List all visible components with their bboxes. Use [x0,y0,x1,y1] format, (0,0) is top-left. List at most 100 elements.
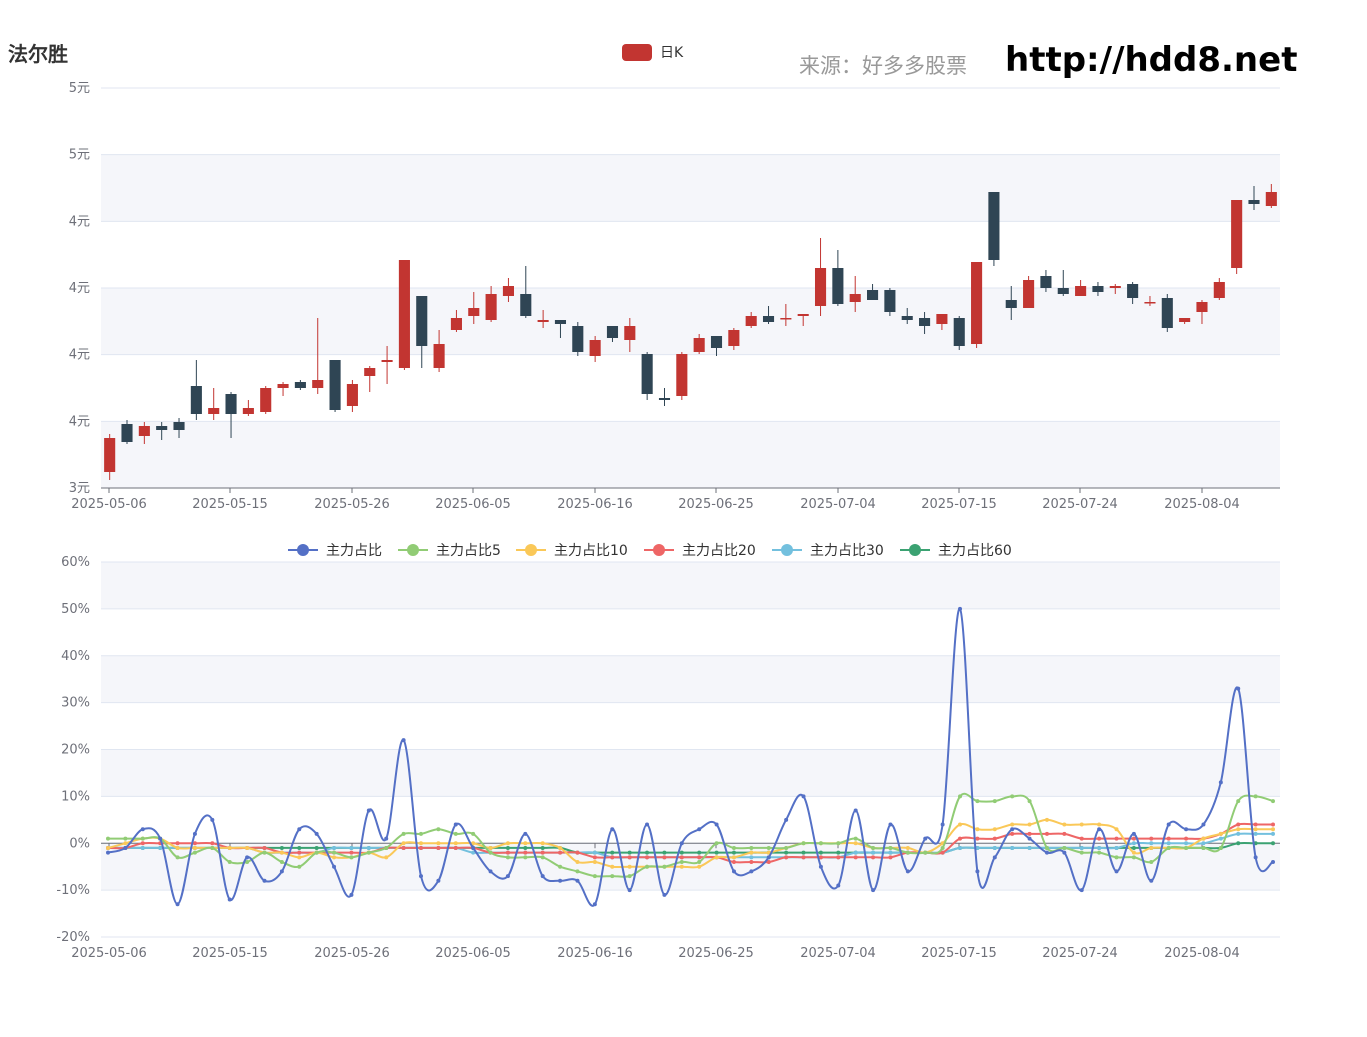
series-point [332,850,337,855]
series-point [1044,831,1049,836]
series-point [1166,845,1171,850]
kline-grid-band [101,421,1280,488]
candle-body [1144,302,1156,304]
series-point [1236,686,1241,691]
series-point [958,606,963,611]
series-point [540,874,545,879]
series-point [801,794,806,799]
candle-body [1040,276,1052,288]
candle-body [988,192,1000,260]
series-point [766,860,771,864]
series-point [888,822,893,827]
series-point [1027,836,1032,841]
series-point [140,836,145,841]
series-point [227,897,232,902]
series-point [540,850,545,855]
candle-body [1023,280,1035,308]
kline-x-tick-label: 2025-07-04 [800,497,876,512]
series-point [627,874,632,879]
series-point [349,845,354,850]
series-point [992,827,997,832]
kline-y-tick-label: 4元 [69,414,90,429]
candle-body [572,326,584,352]
series-point [662,855,667,860]
series-point [592,902,597,907]
candle-body [554,320,567,324]
candle-body [971,262,983,344]
series-point [1201,841,1206,846]
line-x-tick-label: 2025-08-04 [1164,946,1240,961]
series-point [366,845,371,850]
line-legend-label: 主力占比60 [938,543,1012,559]
series-point [488,869,493,874]
series-point [1131,841,1136,846]
series-point [575,869,580,874]
kline-x-tick-label: 2025-06-05 [435,497,511,512]
candle-body [641,354,653,394]
candle-body [190,386,202,414]
candle-body [1196,302,1208,312]
candle-body [884,290,896,312]
series-point [523,850,528,855]
series-point [540,845,545,850]
series-point [332,855,337,860]
series-point [836,850,841,855]
candle-body [762,316,775,322]
series-point [1253,822,1258,827]
series-point [418,841,423,846]
series-point [1271,822,1275,827]
line-x-tick-label: 2025-06-16 [557,946,633,961]
series-point [871,888,876,893]
series-point [297,864,302,869]
line-legend-label: 主力占比10 [554,543,628,559]
series-point [645,855,650,860]
series-point [627,864,632,869]
series-point [106,836,110,841]
series-point [349,855,354,860]
series-point [731,850,736,855]
series-point [558,864,563,869]
series-point [1079,822,1084,827]
line-x-tick-label: 2025-05-15 [192,946,268,961]
line-y-tick-label: -10% [56,883,90,898]
line-x-tick-label: 2025-05-06 [71,946,147,961]
series-point [175,845,180,850]
series-point [123,836,128,841]
candle-body [1109,286,1121,288]
line-y-tick-label: 20% [61,743,90,758]
series-point [210,817,215,822]
series-point [992,845,997,850]
kline-grid-band [101,288,1280,355]
series-point [1114,855,1119,860]
kline-y-tick-label: 4元 [69,281,90,296]
series-point [279,850,284,855]
site-url[interactable]: http://hdd8.net [1005,40,1298,80]
kline-x-tick-label: 2025-06-16 [557,497,633,512]
series-point [1097,822,1102,827]
series-point [888,845,893,850]
line-grid-band [101,796,1280,844]
series-point [1149,860,1154,864]
series-point [1079,888,1084,893]
kline-grid-band [101,221,1280,288]
series-point [975,836,980,841]
series-point [575,850,580,855]
candle-body [398,260,410,368]
candle-body [606,326,619,338]
series-point [662,850,667,855]
series-point [940,850,945,855]
series-point [505,874,510,879]
series-point [662,892,667,897]
series-point [784,850,789,855]
kline-grid-band [101,88,1280,155]
series-point [662,864,667,869]
series-point [384,836,389,841]
series-point [1131,855,1136,860]
candle-body [294,382,306,388]
kline-chart: 3元 4元 4元 4元 4元 5元 5元 2025-05-06 2025-05-15 2025-0… [69,44,1280,512]
series-point [1218,780,1223,785]
series-point [697,827,702,832]
kline-x-tick-label: 2025-08-04 [1164,497,1240,512]
series-point [1062,850,1067,855]
